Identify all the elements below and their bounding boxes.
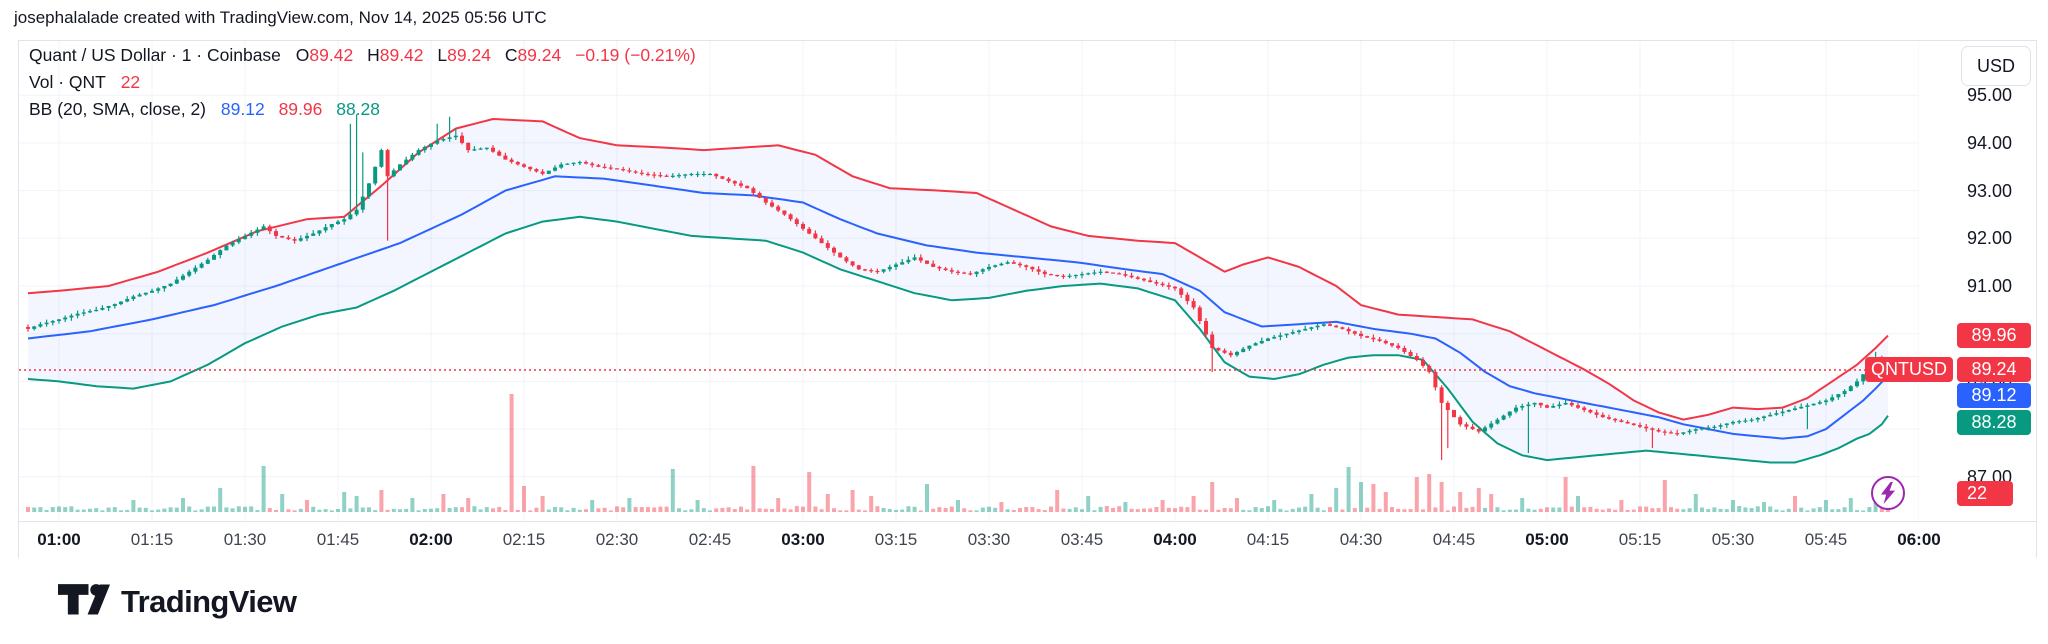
volume-badge: 22	[1957, 481, 2013, 506]
bb-label: BB (20, SMA, close, 2)	[29, 99, 207, 119]
bb-basis-line	[27, 175, 1889, 440]
volume-bars	[26, 394, 1890, 512]
ohlc-open: O89.42	[295, 45, 354, 65]
time-tick: 01:00	[37, 530, 81, 549]
attribution-text: josephalalade created with TradingView.c…	[14, 8, 547, 27]
time-axis[interactable]: 01:00 01:15 01:30 01:45 02:00 02:15 02:30 02:45…	[19, 521, 2036, 558]
time-tick: 05:30	[1711, 530, 1755, 549]
bb-basis-value: 89.12	[220, 99, 265, 119]
volume-label: Vol · QNT	[29, 72, 106, 92]
time-tick: 02:30	[595, 530, 639, 549]
volume-value: 22	[120, 72, 141, 92]
price-tick: 95.00	[1967, 85, 2013, 106]
lightning-icon	[1881, 482, 1895, 504]
time-tick: 04:45	[1432, 530, 1476, 549]
time-tick: 03:00	[781, 530, 825, 549]
bb-upper-badge: 89.96	[1957, 323, 2031, 349]
time-tick: 05:15	[1618, 530, 1662, 549]
bollinger-fill	[28, 119, 1888, 463]
legend-bb-row[interactable]: BB (20, SMA, close, 2) 89.12 89.96 88.28	[29, 96, 696, 123]
time-tick: 04:00	[1153, 530, 1197, 549]
price-tick: 94.00	[1967, 132, 2013, 153]
last-price-badge: 89.24	[1957, 357, 2031, 383]
tradingview-logo[interactable]: TradingView	[58, 584, 297, 620]
bb-lower-value: 88.28	[336, 99, 381, 119]
bb-upper-line	[27, 117, 1889, 421]
legend-volume-row[interactable]: Vol · QNT 22	[29, 69, 696, 96]
price-tick: 92.00	[1967, 228, 2013, 249]
ohlc-high: H89.42	[367, 45, 424, 65]
symbol-price-label: QNTUSD	[1865, 357, 1953, 383]
symbol-title: Quant / US Dollar · 1 · Coinbase	[29, 45, 281, 65]
price-tick: 93.00	[1967, 180, 2013, 201]
time-tick: 06:00	[1897, 530, 1941, 549]
time-tick: 01:45	[316, 530, 360, 549]
price-tick: 91.00	[1967, 276, 2013, 296]
time-tick: 02:00	[409, 530, 453, 549]
candles	[26, 114, 1890, 461]
time-tick: 01:30	[223, 530, 267, 549]
time-tick: 05:00	[1525, 530, 1569, 549]
time-tick: 01:15	[130, 530, 174, 549]
time-tick: 03:15	[874, 530, 918, 549]
grid	[19, 41, 1919, 521]
time-tick: 04:15	[1246, 530, 1290, 549]
time-tick: 02:15	[502, 530, 546, 549]
time-tick: 05:45	[1804, 530, 1848, 549]
bb-basis-badge: 89.12	[1957, 383, 2031, 409]
bb-upper-value: 89.96	[278, 99, 323, 119]
legend-symbol-row[interactable]: Quant / US Dollar · 1 · Coinbase O89.42 …	[29, 42, 696, 69]
bb-lower-badge: 88.28	[1957, 409, 2031, 435]
bb-lower-line	[27, 215, 1889, 464]
time-tick: 02:45	[688, 530, 732, 549]
price-change: −0.19 (−0.21%)	[575, 45, 696, 65]
chart-legend: Quant / US Dollar · 1 · Coinbase O89.42 …	[29, 42, 696, 123]
tradingview-mark-icon	[58, 584, 110, 615]
time-tick: 03:45	[1060, 530, 1104, 549]
time-tick: 04:30	[1339, 530, 1383, 549]
ohlc-close: C89.24	[504, 45, 562, 65]
tradingview-logo-text: TradingView	[121, 584, 297, 619]
price-chart-canvas[interactable]	[19, 41, 1919, 521]
currency-toggle-button[interactable]: USD	[1961, 46, 2031, 86]
chart-card: Quant / US Dollar · 1 · Coinbase O89.42 …	[18, 40, 2037, 558]
time-tick: 03:30	[967, 530, 1011, 549]
ohlc-low: L89.24	[437, 45, 491, 65]
lightning-button[interactable]	[1871, 476, 1905, 510]
